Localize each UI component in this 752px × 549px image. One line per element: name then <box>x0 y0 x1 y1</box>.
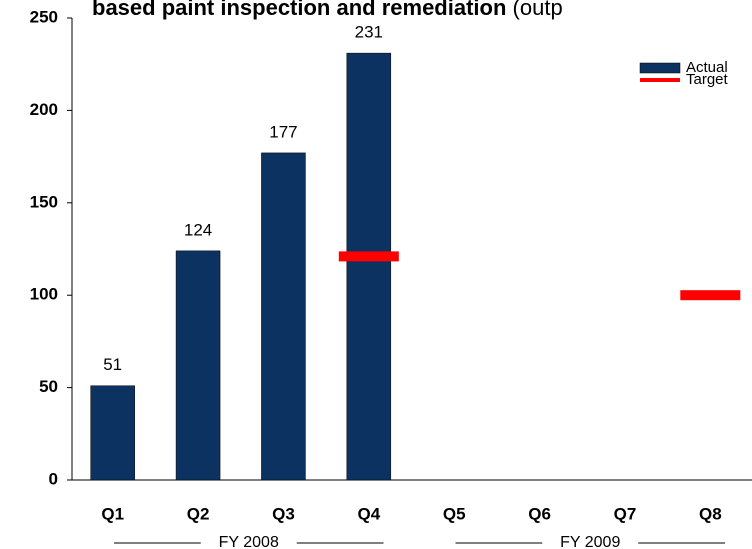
legend-label: Actual <box>686 59 728 76</box>
title-normal: (outp <box>513 0 563 20</box>
y-tick-label: 150 <box>30 192 58 211</box>
y-tick-label: 100 <box>30 285 58 304</box>
y-tick-label: 50 <box>39 377 58 396</box>
x-tick-label: Q2 <box>187 504 210 523</box>
value-label: 231 <box>355 23 383 42</box>
y-tick-label: 0 <box>49 469 58 488</box>
x-tick-label: Q5 <box>443 504 466 523</box>
x-tick-label: Q1 <box>101 504 124 523</box>
x-tick-label: Q3 <box>272 504 295 523</box>
value-label: 177 <box>269 122 297 141</box>
x-tick-label: Q6 <box>528 504 551 523</box>
value-label: 124 <box>184 220 212 239</box>
chart-title: based paint inspection and remediation (… <box>92 0 563 20</box>
bar <box>346 52 392 481</box>
y-tick-label: 200 <box>30 100 58 119</box>
bar <box>175 250 221 481</box>
y-tick-label: 250 <box>30 7 58 26</box>
bar <box>261 152 306 481</box>
target-marker <box>338 251 399 262</box>
x-tick-label: Q7 <box>614 504 637 523</box>
x-tick-label: Q8 <box>699 504 722 523</box>
legend-swatch <box>639 62 681 74</box>
target-marker <box>680 290 741 301</box>
group-label: FY 2009 <box>560 534 620 549</box>
title-bold: based paint inspection and remediation <box>92 0 506 20</box>
bar <box>90 385 135 481</box>
x-tick-label: Q4 <box>357 504 380 523</box>
legend-label: Target <box>686 71 729 88</box>
group-label: FY 2008 <box>219 534 279 549</box>
value-label: 51 <box>103 355 122 374</box>
